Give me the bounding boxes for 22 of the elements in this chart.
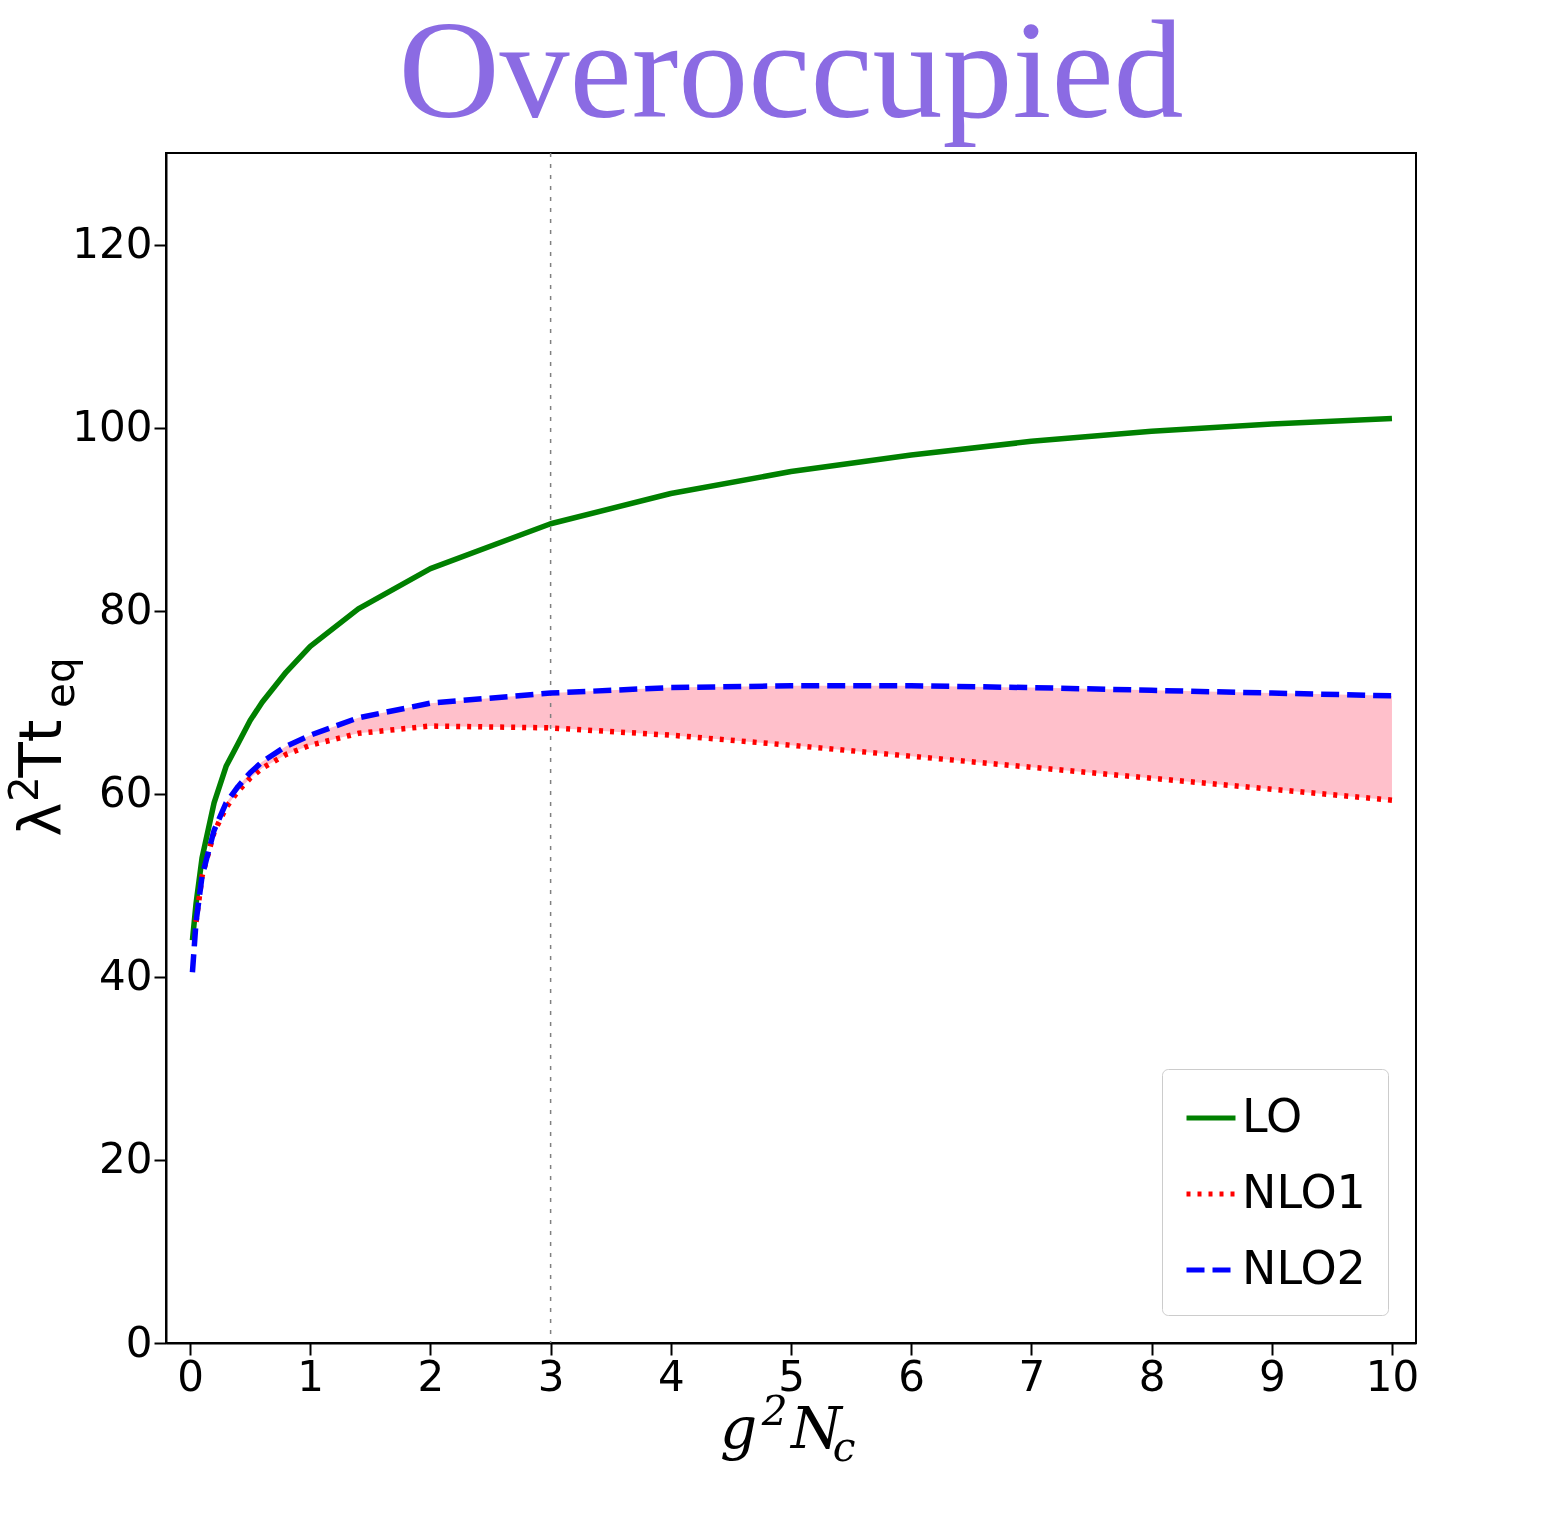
x-tick-label: 3 <box>537 1351 565 1401</box>
legend-label: NLO2 <box>1242 1241 1366 1295</box>
y-axis-title: λ2Tteq <box>0 657 84 837</box>
y-tick-label: 20 <box>99 1134 153 1184</box>
legend-label: LO <box>1242 1089 1303 1143</box>
y-tick-label: 100 <box>72 402 153 452</box>
legend-label: NLO1 <box>1242 1165 1366 1219</box>
chart-title: Overoccupied <box>398 0 1184 148</box>
x-tick-label: 10 <box>1365 1351 1420 1401</box>
y-tick-label: 40 <box>99 951 153 1001</box>
x-tick-label: 6 <box>898 1351 926 1401</box>
x-tick-label: 2 <box>417 1351 445 1401</box>
y-tick-label: 80 <box>99 585 153 635</box>
y-tick-label: 60 <box>99 768 153 818</box>
x-tick-label: 9 <box>1258 1351 1286 1401</box>
x-tick-label: 4 <box>657 1351 685 1401</box>
y-tick-label: 0 <box>125 1317 153 1367</box>
x-tick-label: 0 <box>177 1351 204 1401</box>
x-tick-label: 7 <box>1018 1351 1046 1401</box>
x-tick-label: 1 <box>297 1351 325 1401</box>
x-tick-label: 8 <box>1138 1351 1166 1401</box>
y-tick-label: 120 <box>72 219 153 269</box>
